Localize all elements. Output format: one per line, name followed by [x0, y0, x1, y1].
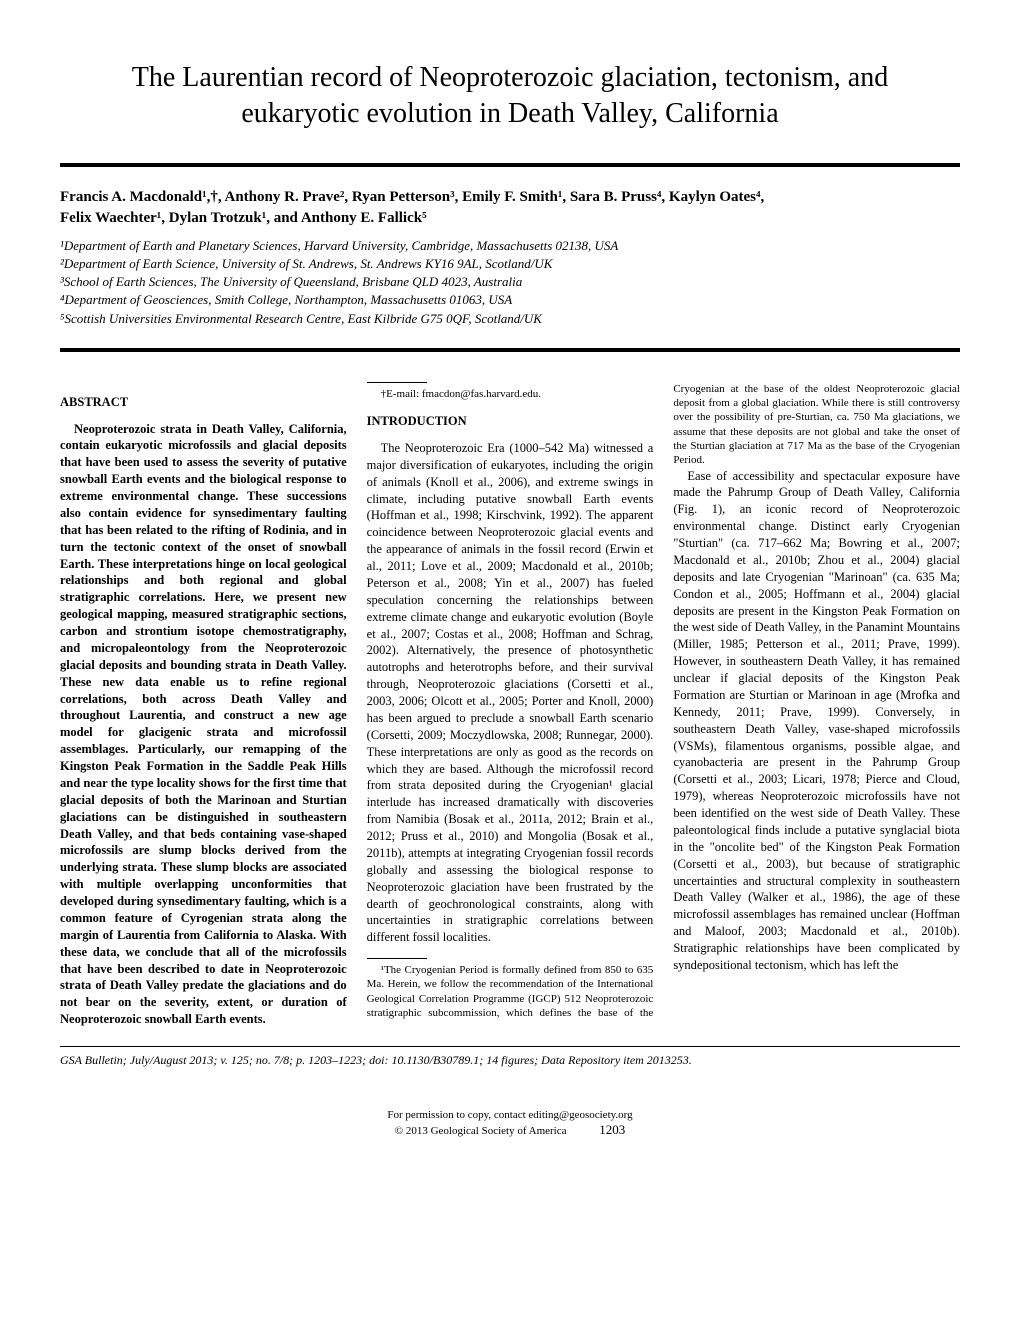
- intro-para-2: Ease of accessibility and spectacular ex…: [673, 468, 960, 974]
- paper-title: The Laurentian record of Neoproterozoic …: [60, 60, 960, 133]
- page-footer: For permission to copy, contact editing@…: [60, 1108, 960, 1139]
- affiliation-2: ²Department of Earth Science, University…: [60, 255, 960, 273]
- authors-line-1: Francis A. Macdonald¹,†, Anthony R. Prav…: [60, 187, 960, 208]
- authors: Francis A. Macdonald¹,†, Anthony R. Prav…: [60, 187, 960, 229]
- abstract-text: Neoproterozoic strata in Death Valley, C…: [60, 421, 347, 1029]
- footnote-rule-2: [367, 958, 427, 959]
- citation-rule: [60, 1046, 960, 1047]
- authors-line-2: Felix Waechter¹, Dylan Trotzuk¹, and Ant…: [60, 208, 960, 229]
- abstract-body: Neoproterozoic strata in Death Valley, C…: [60, 421, 347, 1029]
- affiliation-4: ⁴Department of Geosciences, Smith Colleg…: [60, 291, 960, 309]
- affiliations: ¹Department of Earth and Planetary Scien…: [60, 237, 960, 328]
- body-columns: ABSTRACT Neoproterozoic strata in Death …: [60, 382, 960, 1028]
- affiliation-3: ³School of Earth Sciences, The Universit…: [60, 273, 960, 291]
- footer-permission: For permission to copy, contact editing@…: [60, 1108, 960, 1122]
- citation-text: GSA Bulletin; July/August 2013; v. 125; …: [60, 1053, 692, 1067]
- citation-line: GSA Bulletin; July/August 2013; v. 125; …: [60, 1053, 960, 1068]
- introduction-heading: INTRODUCTION: [367, 413, 654, 430]
- affiliation-1: ¹Department of Earth and Planetary Scien…: [60, 237, 960, 255]
- affiliation-5: ⁵Scottish Universities Environmental Res…: [60, 310, 960, 328]
- page-number: 1203: [599, 1122, 625, 1139]
- intro-para-1: The Neoproterozoic Era (1000–542 Ma) wit…: [367, 440, 654, 946]
- footnote-rule-1: [367, 382, 427, 383]
- footer-copyright: © 2013 Geological Society of America: [395, 1125, 567, 1137]
- title-rule-bottom: [60, 348, 960, 352]
- abstract-heading: ABSTRACT: [60, 394, 347, 411]
- title-rule-top: [60, 163, 960, 167]
- email-footnote: †E-mail: fmacdon@fas.harvard.edu.: [367, 387, 654, 401]
